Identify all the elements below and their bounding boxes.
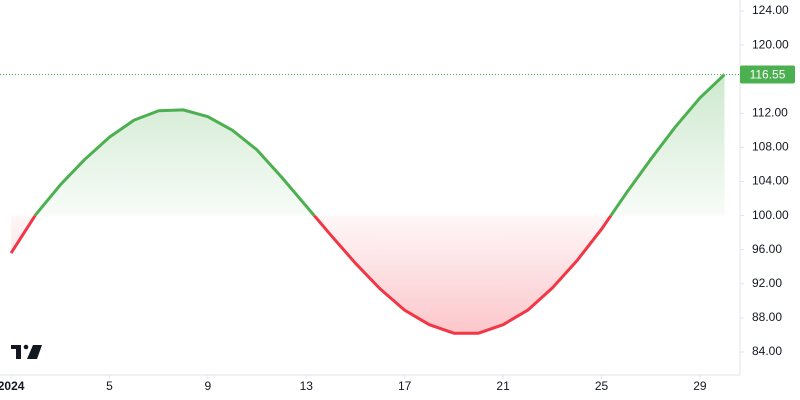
y-tick-label: 96.00 [752,242,782,256]
last-price-label: 116.55 [750,68,786,82]
y-tick-label: 104.00 [752,174,789,188]
y-tick-label: 88.00 [752,310,782,324]
area-up [11,74,725,216]
last-price-box [740,65,795,84]
line-down [9,215,613,335]
y-tick-label: 108.00 [752,140,789,154]
x-tick-label: 17 [398,379,412,393]
x-tick-label: 13 [300,379,314,393]
y-tick-label: 112.00 [752,105,788,119]
area-down [11,215,611,334]
x-tick-label: 2024 [0,379,25,393]
y-tick-label: 100.00 [752,208,789,222]
x-tick-label: 25 [595,379,609,393]
line-up [33,73,726,216]
logo [11,344,42,359]
y-tick-label: 84.00 [752,344,782,358]
x-tick-label: 29 [693,379,707,393]
y-tick-label: 92.00 [752,276,782,290]
x-tick-label: 5 [106,379,113,393]
y-tick-label: 124.00 [752,3,789,17]
x-tick-label: 21 [496,379,510,393]
x-tick-label: 9 [205,379,212,393]
y-tick-label: 120.00 [752,37,789,51]
